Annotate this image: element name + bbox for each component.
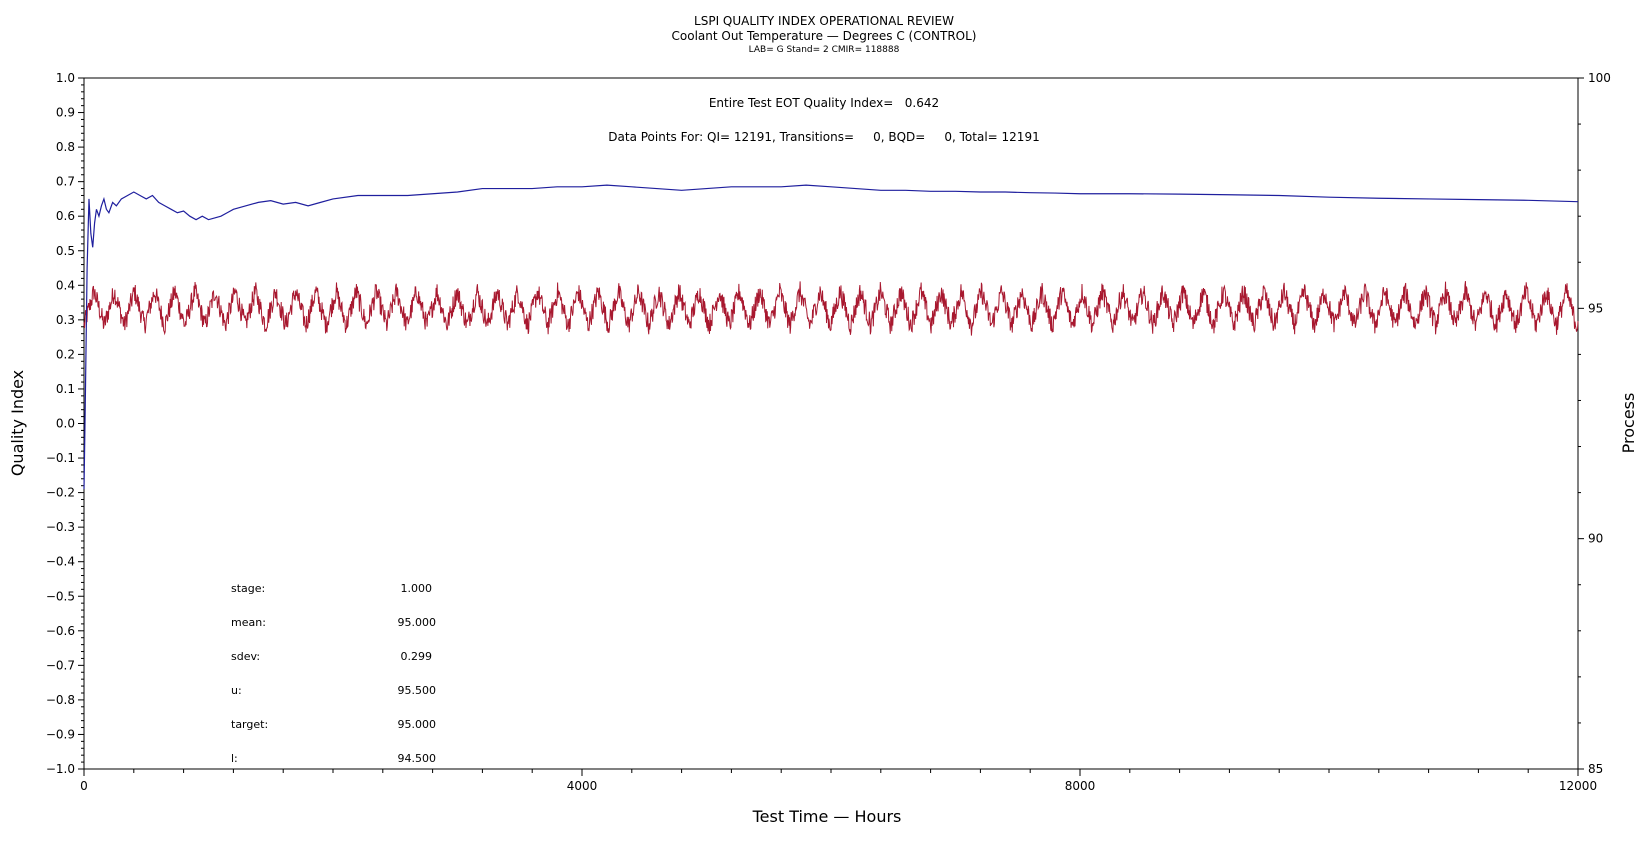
chart-subtitle: Coolant Out Temperature — Degrees C (CON… — [672, 29, 977, 43]
data-points-annotation: Data Points For: QI= 12191, Transitions=… — [608, 130, 1039, 144]
y-tick-label: 0.0 — [56, 417, 75, 431]
y-tick-label: 0.1 — [56, 382, 75, 396]
y-tick-label: 0.9 — [56, 106, 75, 120]
y-tick-label: 1.0 — [56, 71, 75, 85]
stat-value: 94.500 — [398, 752, 437, 765]
x-tick-label: 0 — [80, 779, 88, 793]
y-tick-label: 0.8 — [56, 140, 75, 154]
x-tick-label: 4000 — [567, 779, 598, 793]
y-tick-label: −0.3 — [46, 520, 75, 534]
x-tick-label: 8000 — [1065, 779, 1096, 793]
stats-block: stage: 1.000 mean: 95.000 sdev: 0.299 u:… — [231, 582, 436, 765]
y-tick-label: −0.1 — [46, 451, 75, 465]
y-tick-label: 0.6 — [56, 209, 75, 223]
y-tick-label: 0.5 — [56, 244, 75, 258]
y-tick-label: 0.7 — [56, 175, 75, 189]
y-axis-title: Quality Index — [8, 370, 27, 476]
y-tick-label: 0.4 — [56, 278, 75, 292]
y-axis-right: 100 95 90 85 — [1578, 71, 1611, 776]
y-tick-label: −0.6 — [46, 624, 75, 638]
stat-label: stage: — [231, 582, 265, 595]
y2-tick-label: 100 — [1588, 71, 1611, 85]
y2-axis-title: Process — [1619, 393, 1638, 454]
x-tick-label: 12000 — [1559, 779, 1597, 793]
plot-frame — [83, 77, 1579, 770]
y-tick-label: −1.0 — [46, 762, 75, 776]
chart-title: LSPI QUALITY INDEX OPERATIONAL REVIEW — [694, 14, 954, 28]
y-tick-label: −0.9 — [46, 727, 75, 741]
y-tick-label: −0.7 — [46, 658, 75, 672]
y2-tick-label: 90 — [1588, 532, 1603, 546]
stat-value: 95.500 — [398, 684, 437, 697]
y-tick-label: −0.8 — [46, 693, 75, 707]
stat-label: target: — [231, 718, 268, 731]
stat-label: mean: — [231, 616, 266, 629]
x-axis-title: Test Time — Hours — [752, 807, 902, 826]
quality-index-series-line — [83, 184, 1579, 490]
y-axis-left: 1.0 0.9 0.8 0.7 0.6 0.5 0.4 0.3 0.2 0.1 0.0 −0.1 −0.… — [46, 71, 84, 776]
quality-index-annotation: Entire Test EOT Quality Index= 0.642 — [709, 96, 939, 110]
stat-label: u: — [231, 684, 242, 697]
stat-label: l: — [231, 752, 238, 765]
y-tick-label: 0.2 — [56, 347, 75, 361]
y2-tick-label: 95 — [1588, 301, 1603, 315]
y2-tick-label: 85 — [1588, 762, 1603, 776]
chart-subtitle-lab: LAB= G Stand= 2 CMIR= 118888 — [749, 45, 900, 55]
process-series-line — [83, 281, 1579, 336]
stat-value: 95.000 — [398, 616, 437, 629]
stat-label: sdev: — [231, 650, 260, 663]
x-axis: 0 4000 8000 12000 — [80, 769, 1597, 793]
y-tick-label: 0.3 — [56, 313, 75, 327]
stat-value: 0.299 — [401, 650, 433, 663]
stat-value: 95.000 — [398, 718, 437, 731]
stat-value: 1.000 — [401, 582, 433, 595]
y-tick-label: −0.4 — [46, 555, 75, 569]
y-tick-label: −0.5 — [46, 589, 75, 603]
y-tick-label: −0.2 — [46, 486, 75, 500]
